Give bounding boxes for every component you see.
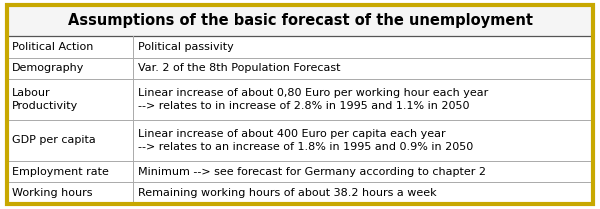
Text: Labour
Productivity: Labour Productivity (12, 88, 78, 111)
Bar (7, 79, 593, 120)
Bar (7, 182, 593, 204)
Bar (7, 57, 593, 79)
Text: Political Action: Political Action (12, 42, 94, 52)
Text: GDP per capita: GDP per capita (12, 135, 96, 145)
Text: Linear increase of about 400 Euro per capita each year
--> relates to an increas: Linear increase of about 400 Euro per ca… (138, 129, 473, 152)
Text: Minimum --> see forecast for Germany according to chapter 2: Minimum --> see forecast for Germany acc… (138, 167, 486, 177)
Text: Employment rate: Employment rate (12, 167, 109, 177)
Bar (7, 120, 593, 161)
Text: Remaining working hours of about 38.2 hours a week: Remaining working hours of about 38.2 ho… (138, 188, 437, 198)
Bar (7, 5, 593, 36)
Text: Linear increase of about 0,80 Euro per working hour each year
--> relates to in : Linear increase of about 0,80 Euro per w… (138, 88, 488, 111)
Text: Working hours: Working hours (12, 188, 92, 198)
Text: Var. 2 of the 8th Population Forecast: Var. 2 of the 8th Population Forecast (138, 63, 340, 73)
Text: Assumptions of the basic forecast of the unemployment: Assumptions of the basic forecast of the… (67, 13, 533, 28)
Bar (7, 161, 593, 182)
Bar (7, 36, 593, 57)
Text: Political passivity: Political passivity (138, 42, 233, 52)
Text: Demography: Demography (12, 63, 85, 73)
